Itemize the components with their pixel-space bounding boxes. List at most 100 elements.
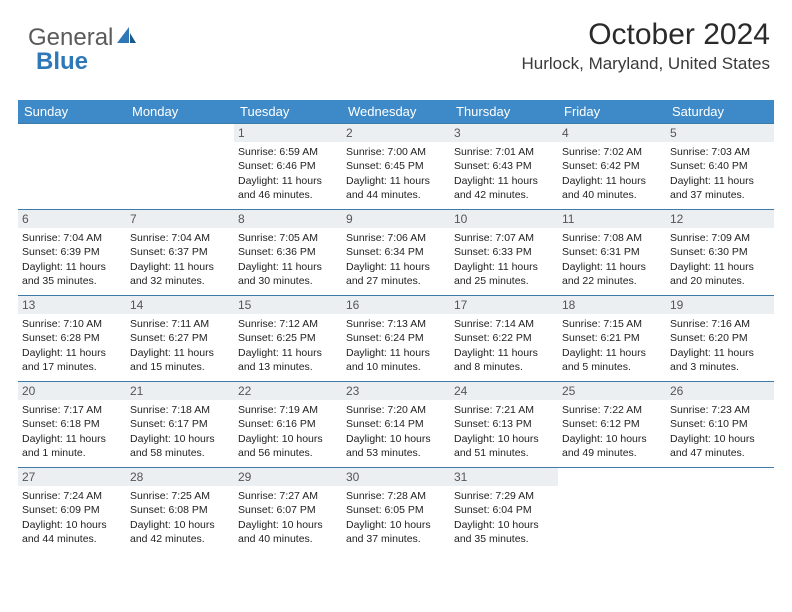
sunset-text: Sunset: 6:25 PM: [238, 331, 338, 345]
sunrise-text: Sunrise: 7:08 AM: [562, 231, 662, 245]
sunset-text: Sunset: 6:13 PM: [454, 417, 554, 431]
sunrise-text: Sunrise: 7:28 AM: [346, 489, 446, 503]
daylight-text: and 37 minutes.: [346, 532, 446, 546]
calendar-cell: 7Sunrise: 7:04 AMSunset: 6:37 PMDaylight…: [126, 210, 234, 296]
sunset-text: Sunset: 6:42 PM: [562, 159, 662, 173]
sunset-text: Sunset: 6:12 PM: [562, 417, 662, 431]
sunset-text: Sunset: 6:36 PM: [238, 245, 338, 259]
daylight-text: Daylight: 11 hours: [130, 260, 230, 274]
weekday-header: Tuesday: [234, 100, 342, 124]
daylight-text: and 58 minutes.: [130, 446, 230, 460]
sunrise-text: Sunrise: 7:29 AM: [454, 489, 554, 503]
daylight-text: Daylight: 11 hours: [670, 346, 770, 360]
sunrise-text: Sunrise: 7:13 AM: [346, 317, 446, 331]
sunrise-text: Sunrise: 7:12 AM: [238, 317, 338, 331]
sunrise-text: Sunrise: 7:10 AM: [22, 317, 122, 331]
sunset-text: Sunset: 6:10 PM: [670, 417, 770, 431]
sunset-text: Sunset: 6:40 PM: [670, 159, 770, 173]
calendar-body: 1Sunrise: 6:59 AMSunset: 6:46 PMDaylight…: [18, 124, 774, 554]
sunrise-text: Sunrise: 7:11 AM: [130, 317, 230, 331]
day-number: 11: [558, 210, 666, 228]
weekday-header-row: SundayMondayTuesdayWednesdayThursdayFrid…: [18, 100, 774, 124]
weekday-header: Friday: [558, 100, 666, 124]
sunrise-text: Sunrise: 7:15 AM: [562, 317, 662, 331]
sunrise-text: Sunrise: 7:04 AM: [22, 231, 122, 245]
daylight-text: Daylight: 11 hours: [454, 260, 554, 274]
sunrise-text: Sunrise: 7:09 AM: [670, 231, 770, 245]
calendar-cell: 9Sunrise: 7:06 AMSunset: 6:34 PMDaylight…: [342, 210, 450, 296]
daylight-text: and 15 minutes.: [130, 360, 230, 374]
daylight-text: and 40 minutes.: [238, 532, 338, 546]
day-number: 13: [18, 296, 126, 314]
calendar-cell: 4Sunrise: 7:02 AMSunset: 6:42 PMDaylight…: [558, 124, 666, 210]
day-number: 14: [126, 296, 234, 314]
sunset-text: Sunset: 6:39 PM: [22, 245, 122, 259]
daylight-text: Daylight: 11 hours: [670, 260, 770, 274]
day-number: 20: [18, 382, 126, 400]
calendar-row: 20Sunrise: 7:17 AMSunset: 6:18 PMDayligh…: [18, 382, 774, 468]
daylight-text: and 30 minutes.: [238, 274, 338, 288]
sunrise-text: Sunrise: 7:22 AM: [562, 403, 662, 417]
calendar-cell: 29Sunrise: 7:27 AMSunset: 6:07 PMDayligh…: [234, 468, 342, 554]
day-number: 12: [666, 210, 774, 228]
daylight-text: Daylight: 11 hours: [346, 260, 446, 274]
daylight-text: Daylight: 10 hours: [22, 518, 122, 532]
daylight-text: Daylight: 11 hours: [22, 346, 122, 360]
calendar-cell: 11Sunrise: 7:08 AMSunset: 6:31 PMDayligh…: [558, 210, 666, 296]
day-number: 27: [18, 468, 126, 486]
calendar-cell: 1Sunrise: 6:59 AMSunset: 6:46 PMDaylight…: [234, 124, 342, 210]
daylight-text: Daylight: 10 hours: [346, 518, 446, 532]
day-number: 2: [342, 124, 450, 142]
sunrise-text: Sunrise: 7:05 AM: [238, 231, 338, 245]
sunset-text: Sunset: 6:37 PM: [130, 245, 230, 259]
day-number: 10: [450, 210, 558, 228]
sunset-text: Sunset: 6:28 PM: [22, 331, 122, 345]
calendar-cell: 21Sunrise: 7:18 AMSunset: 6:17 PMDayligh…: [126, 382, 234, 468]
calendar-cell: 24Sunrise: 7:21 AMSunset: 6:13 PMDayligh…: [450, 382, 558, 468]
day-number: 6: [18, 210, 126, 228]
brand-part2: Blue: [36, 48, 88, 76]
calendar-cell: 10Sunrise: 7:07 AMSunset: 6:33 PMDayligh…: [450, 210, 558, 296]
daylight-text: Daylight: 10 hours: [346, 432, 446, 446]
sunrise-text: Sunrise: 7:14 AM: [454, 317, 554, 331]
daylight-text: and 8 minutes.: [454, 360, 554, 374]
day-number: 5: [666, 124, 774, 142]
day-number: 3: [450, 124, 558, 142]
calendar-cell: 8Sunrise: 7:05 AMSunset: 6:36 PMDaylight…: [234, 210, 342, 296]
daylight-text: and 44 minutes.: [22, 532, 122, 546]
daylight-text: Daylight: 10 hours: [562, 432, 662, 446]
daylight-text: and 1 minute.: [22, 446, 122, 460]
calendar-cell: 31Sunrise: 7:29 AMSunset: 6:04 PMDayligh…: [450, 468, 558, 554]
sunset-text: Sunset: 6:08 PM: [130, 503, 230, 517]
day-number: 19: [666, 296, 774, 314]
calendar-cell: 23Sunrise: 7:20 AMSunset: 6:14 PMDayligh…: [342, 382, 450, 468]
daylight-text: Daylight: 10 hours: [238, 432, 338, 446]
sunset-text: Sunset: 6:31 PM: [562, 245, 662, 259]
calendar-row: 13Sunrise: 7:10 AMSunset: 6:28 PMDayligh…: [18, 296, 774, 382]
sunset-text: Sunset: 6:09 PM: [22, 503, 122, 517]
daylight-text: Daylight: 11 hours: [454, 174, 554, 188]
calendar-cell: 19Sunrise: 7:16 AMSunset: 6:20 PMDayligh…: [666, 296, 774, 382]
sunset-text: Sunset: 6:16 PM: [238, 417, 338, 431]
day-number: 25: [558, 382, 666, 400]
sunrise-text: Sunrise: 7:00 AM: [346, 145, 446, 159]
calendar-cell: 30Sunrise: 7:28 AMSunset: 6:05 PMDayligh…: [342, 468, 450, 554]
daylight-text: Daylight: 10 hours: [130, 432, 230, 446]
sunset-text: Sunset: 6:22 PM: [454, 331, 554, 345]
daylight-text: Daylight: 11 hours: [454, 346, 554, 360]
day-number: 24: [450, 382, 558, 400]
weekday-header: Saturday: [666, 100, 774, 124]
day-number: 9: [342, 210, 450, 228]
day-number: 17: [450, 296, 558, 314]
daylight-text: and 40 minutes.: [562, 188, 662, 202]
daylight-text: Daylight: 10 hours: [238, 518, 338, 532]
calendar-cell: 6Sunrise: 7:04 AMSunset: 6:39 PMDaylight…: [18, 210, 126, 296]
sunset-text: Sunset: 6:30 PM: [670, 245, 770, 259]
daylight-text: and 53 minutes.: [346, 446, 446, 460]
sunrise-text: Sunrise: 7:23 AM: [670, 403, 770, 417]
daylight-text: Daylight: 10 hours: [130, 518, 230, 532]
daylight-text: Daylight: 11 hours: [238, 174, 338, 188]
daylight-text: and 5 minutes.: [562, 360, 662, 374]
daylight-text: and 25 minutes.: [454, 274, 554, 288]
sunset-text: Sunset: 6:07 PM: [238, 503, 338, 517]
